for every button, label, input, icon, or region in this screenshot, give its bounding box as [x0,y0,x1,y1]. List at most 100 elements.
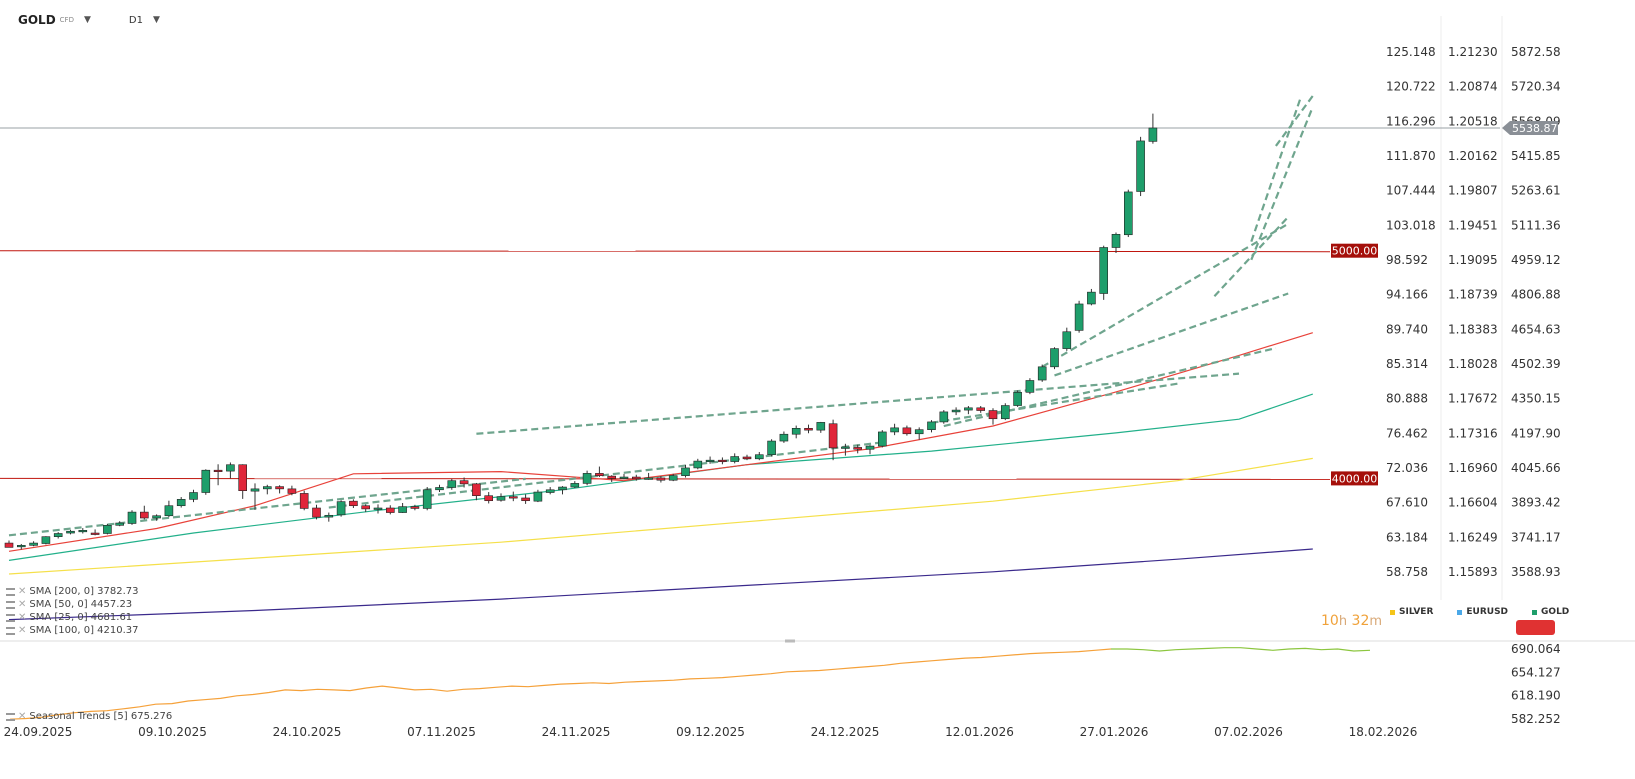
candle [410,504,420,511]
indicator-row-seasonal[interactable]: ✕ Seasonal Trends [5] 675.276 [6,711,172,722]
candle [78,528,88,534]
candle-body [250,488,260,492]
gold-axis-tick: 4654.63 [1511,322,1561,336]
candle [66,529,75,535]
candle [570,481,580,488]
instrument-type: CFD [59,16,74,24]
legend-swatch [1457,609,1463,615]
silver-axis-tick: 103.018 [1386,218,1436,232]
eurusd-axis-tick: 1.17672 [1448,392,1498,406]
candle [644,472,653,480]
indicator-remove-icon[interactable]: ✕ [18,586,27,597]
candle [349,499,358,508]
candle-body [730,456,740,462]
action-button[interactable] [1516,620,1555,635]
silver-axis-tick: 94.166 [1386,288,1428,302]
candle [90,529,100,536]
gold-axis-tick: 5720.34 [1511,80,1561,94]
level-line [0,250,1331,253]
silver-axis-tick: 80.888 [1386,392,1428,406]
candle-body [312,507,321,518]
silver-axis-tick: 107.444 [1386,184,1436,198]
symbol-name[interactable]: GOLD [18,13,56,27]
indicator-row-sma50[interactable]: ✕ SMA [50, 0] 4457.23 [6,598,139,611]
candle [1099,245,1108,300]
indicator-remove-icon[interactable]: ✕ [18,599,27,610]
legend-item-silver[interactable]: SILVER [1390,607,1433,617]
candle [1111,232,1121,253]
candle-body [349,500,358,507]
candle-body [853,447,863,450]
indicator-remove-icon[interactable]: ✕ [18,612,27,623]
seasonal-axis-tick: 690.064 [1511,642,1561,656]
indicator-row-sma100[interactable]: ✕ SMA [100, 0] 4210.37 [6,624,139,637]
candle-body [385,507,395,513]
candle-body [681,467,690,476]
timer-hours: 10 [1321,613,1339,629]
candle [976,405,986,413]
timeframe-dropdown-icon[interactable]: ▼ [152,15,160,25]
gold-axis-tick: 5415.85 [1511,149,1561,163]
legend-item-eurusd[interactable]: EURUSD [1457,607,1508,617]
indicator-remove-icon[interactable]: ✕ [18,711,27,722]
candle [287,485,297,496]
indicator-row-sma200[interactable]: ✕ SMA [200, 0] 3782.73 [6,585,139,598]
x-axis-tick: 24.11.2025 [542,725,611,739]
indicator-settings-icon[interactable] [6,712,15,721]
candle [115,521,124,527]
candle [533,489,543,503]
gold-axis-tick: 3588.93 [1511,565,1561,579]
candle [521,494,530,504]
candle-body [447,480,457,488]
candle [631,474,641,481]
symbol-dropdown-icon[interactable]: ▼ [83,15,91,25]
trendline [328,441,883,509]
candle [742,454,752,461]
candle [1148,113,1158,144]
candle-body [299,493,309,509]
candle [312,504,321,520]
silver-axis-tick: 120.722 [1386,80,1436,94]
indicator-remove-icon[interactable]: ✕ [18,625,27,636]
candle-body [1124,191,1133,236]
timeframe-selector[interactable]: D1 [128,14,143,26]
candle [53,532,63,539]
candle-body [668,475,678,481]
candle-body [324,514,334,518]
candle [902,425,912,436]
candle [1000,403,1010,421]
eurusd-axis-tick: 1.19451 [1448,218,1498,232]
timer-hours-unit: h [1338,614,1348,629]
eurusd-axis-tick: 1.16960 [1448,461,1498,475]
indicator-row-sma25[interactable]: ✕ SMA [25, 0] 4681.61 [6,611,139,624]
eurusd-axis-tick: 1.20874 [1448,80,1498,94]
candle-body [1148,127,1158,142]
candle-body [914,429,924,435]
candle [681,464,690,478]
seasonal-line-past [9,648,1112,720]
candle [29,541,38,547]
candle-body [841,446,850,449]
seasonal-axis-tick: 654.127 [1511,665,1561,679]
candle-body [939,411,949,423]
candle-body [226,464,235,472]
indicator-settings-icon[interactable] [6,587,15,596]
candle-body [435,487,444,491]
candle-body [496,496,506,501]
candle [361,504,371,513]
candle [988,408,998,425]
silver-axis-tick: 116.296 [1386,114,1436,128]
indicator-settings-icon[interactable] [6,626,15,635]
candle [1136,136,1145,197]
indicator-settings-icon[interactable] [6,613,15,622]
indicator-settings-icon[interactable] [6,600,15,609]
legend-swatch [1532,609,1538,615]
legend-item-gold[interactable]: GOLD [1532,607,1569,617]
candle-body [619,476,629,479]
silver-axis-tick: 98.592 [1386,253,1428,267]
candle-body [1099,247,1108,294]
candle-body [29,542,38,546]
candle-body [176,499,186,507]
silver-axis-tick: 111.870 [1386,149,1436,163]
